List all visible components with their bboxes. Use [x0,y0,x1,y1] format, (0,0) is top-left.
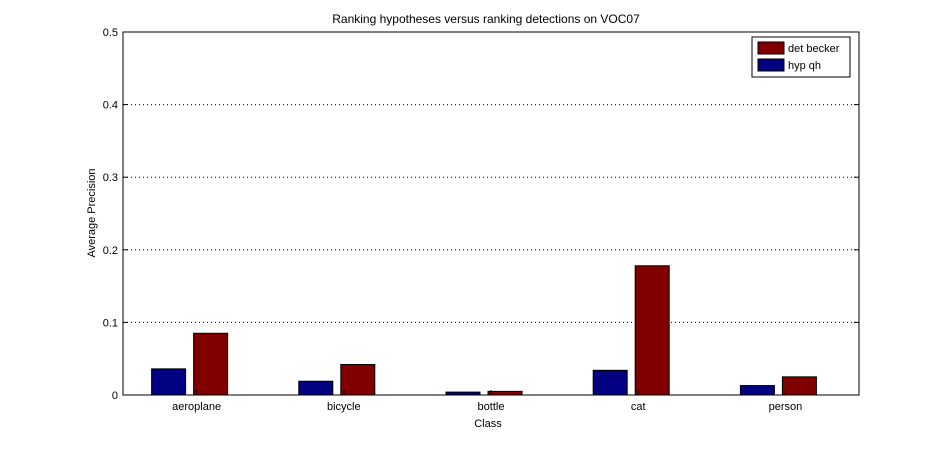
bar-det-becker-aeroplane [193,332,229,396]
x-axis-label: Class [474,418,502,430]
y-tick-label: 0.1 [103,317,118,329]
legend: det becker hyp qh [751,36,851,78]
legend-label-det-becker: det becker [788,43,840,55]
bar-hyp-qh-bicycle [298,380,334,396]
plot-frame [122,31,860,396]
bar-hyp-qh-aeroplane [151,368,187,396]
bar-det-becker-bicycle [340,364,376,396]
y-axis-ticks: 0 0.1 0.2 0.3 0.4 0.5 [103,27,859,402]
legend-label-hyp-qh: hyp qh [788,60,821,72]
x-tick-label-aeroplane: aeroplane [172,401,221,413]
x-tick-label-bottle: bottle [478,401,505,413]
y-tick-label: 0 [112,390,118,402]
bar-det-becker-person [781,376,817,396]
x-axis-ticks: aeroplane bicycle bottle cat person [172,390,802,413]
legend-swatch-det-becker [757,41,785,55]
x-tick-label-bicycle: bicycle [327,401,361,413]
y-tick-label: 0.3 [103,172,118,184]
y-tick-label: 0.4 [103,100,118,112]
chart-title: Ranking hypotheses versus ranking detect… [332,12,640,26]
bar-hyp-qh-person [739,385,775,396]
x-tick-label-cat: cat [631,401,646,413]
y-tick-label: 0.2 [103,245,118,257]
bar-hyp-qh-cat [592,369,628,396]
bars-group [151,265,817,396]
y-tick-label: 0.5 [103,27,118,39]
bar-det-becker-cat [634,265,670,396]
legend-swatch-hyp-qh [757,58,785,72]
bar-det-becker-bottle [487,390,523,396]
x-tick-label-person: person [769,401,803,413]
grid-lines [123,104,859,323]
y-axis-label: Average Precision [86,168,98,257]
